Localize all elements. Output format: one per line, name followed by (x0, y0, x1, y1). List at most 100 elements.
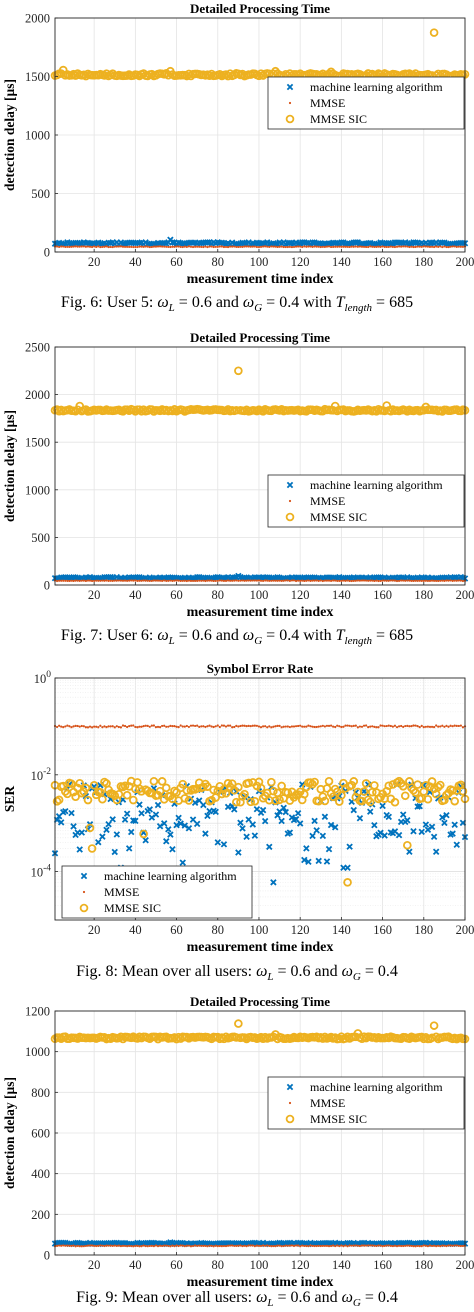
data-point (406, 848, 413, 856)
data-point (154, 726, 158, 729)
data-point (367, 579, 370, 582)
data-point (95, 725, 98, 728)
data-point-outlier (429, 1021, 439, 1030)
data-point (294, 579, 298, 583)
data-point (319, 1244, 322, 1248)
data-point (369, 579, 372, 582)
x-tick-label: 120 (291, 1258, 310, 1272)
data-point (76, 245, 79, 248)
data-point (239, 724, 242, 728)
data-point (371, 821, 378, 829)
data-point (305, 245, 308, 248)
data-point (259, 245, 263, 248)
y-tick-label: 100 (34, 670, 52, 686)
data-point (381, 1245, 384, 1248)
data-point (99, 579, 102, 582)
data-point (198, 245, 201, 248)
data-point (301, 1244, 304, 1247)
data-point (329, 245, 333, 249)
data-point (435, 724, 438, 727)
data-point (138, 810, 145, 817)
data-point (278, 245, 281, 248)
data-point (226, 724, 230, 727)
data-point (185, 824, 193, 832)
data-point (167, 579, 170, 582)
data-point (331, 824, 339, 831)
data-point (90, 1244, 94, 1247)
data-point (332, 725, 335, 728)
data-point (301, 725, 304, 728)
data-point (294, 1244, 298, 1247)
data-point (284, 579, 287, 582)
data-point (181, 725, 184, 728)
data-point (292, 579, 296, 582)
data-point (184, 796, 194, 805)
x-tick-label: 180 (414, 923, 433, 937)
data-point (284, 725, 287, 728)
data-point (97, 1244, 100, 1247)
data-point (322, 784, 332, 793)
data-point (455, 1244, 458, 1247)
data-point (101, 579, 104, 582)
x-tick-label: 140 (332, 255, 351, 269)
data-point (76, 724, 79, 728)
data-point (395, 1245, 399, 1248)
data-point (346, 1245, 349, 1248)
data-point (132, 245, 135, 249)
data-point (123, 810, 131, 817)
data-point (233, 725, 236, 729)
data-point (253, 1245, 256, 1248)
data-point (220, 579, 223, 582)
data-point (352, 239, 360, 246)
data-point (74, 245, 77, 248)
data-point (148, 725, 151, 728)
data-point (90, 579, 94, 583)
data-point (132, 579, 135, 582)
data-point (191, 245, 195, 249)
data-point (437, 245, 440, 248)
data-point (402, 725, 405, 728)
data-point (387, 1244, 390, 1247)
data-point (385, 724, 388, 728)
data-point (122, 790, 132, 800)
data-point (212, 245, 215, 249)
legend-marker (288, 499, 292, 503)
data-point (435, 1245, 438, 1248)
data-point (412, 1245, 415, 1248)
data-point (72, 1244, 75, 1247)
x-tick-label: 200 (456, 923, 474, 937)
data-point (208, 579, 211, 582)
data-point (450, 796, 459, 806)
data-point (288, 725, 291, 729)
data-point (218, 245, 221, 248)
data-point (99, 724, 102, 727)
series-machine-learning-algorithm (51, 236, 469, 248)
data-point (115, 245, 118, 248)
chart-figure-8: 20 40 60 80 100 120 140 160 180 200 100 10-2 10-4 Sym… (2, 661, 474, 955)
data-point (127, 828, 135, 836)
data-point (451, 1244, 454, 1247)
data-point (175, 579, 178, 582)
data-point (241, 245, 244, 248)
data-point (393, 724, 397, 727)
data-point (311, 725, 314, 728)
data-point (437, 579, 440, 583)
data-point (58, 245, 61, 249)
data-point (276, 579, 279, 582)
data-point (138, 725, 141, 728)
data-point (67, 779, 76, 789)
data-point (208, 1244, 211, 1247)
y-axis-label: detection delay [µs] (2, 79, 17, 191)
data-point (400, 724, 403, 728)
data-point (280, 726, 283, 729)
data-point (222, 724, 226, 727)
data-point (432, 726, 436, 729)
data-point (68, 245, 71, 248)
data-point (144, 1244, 147, 1248)
data-point (216, 579, 219, 582)
data-point (185, 245, 188, 249)
data-point (329, 1244, 333, 1248)
data-point (422, 245, 425, 248)
caption-symbol: ω (341, 963, 353, 980)
data-point (371, 1244, 374, 1247)
